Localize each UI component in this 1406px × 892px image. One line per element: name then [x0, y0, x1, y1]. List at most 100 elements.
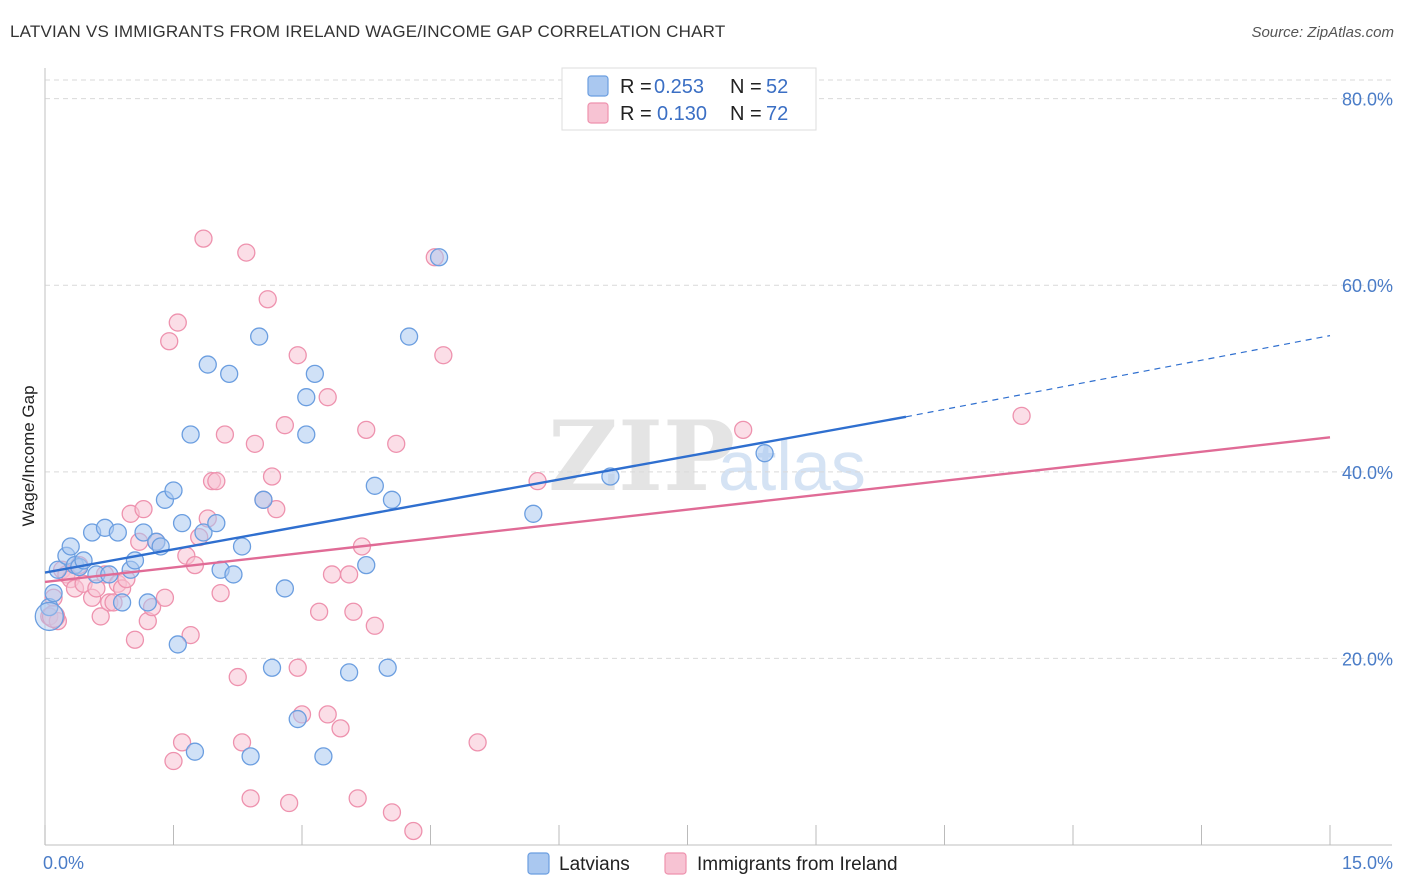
point-latvian	[254, 490, 273, 509]
point-ireland	[232, 733, 252, 752]
y-tick-label: 40.0%	[1342, 463, 1393, 483]
point-ireland	[331, 719, 350, 738]
point-latvian	[207, 513, 226, 533]
point-latvian	[198, 355, 217, 374]
point-latvian	[224, 565, 243, 584]
chart-title: LATVIAN VS IMMIGRANTS FROM IRELAND WAGE/…	[10, 22, 726, 41]
point-ireland	[155, 588, 175, 607]
point-ireland	[262, 467, 282, 486]
bottom-legend-swatch-latvians	[527, 852, 550, 875]
point-latvian	[305, 364, 325, 384]
legend-r-label-latvians: R =	[620, 76, 652, 98]
point-latvian	[181, 425, 200, 444]
point-ireland	[1012, 406, 1031, 426]
legend-n-label-latvians: N =	[730, 76, 762, 98]
y-tick-label: 20.0%	[1342, 649, 1393, 669]
point-latvian	[44, 583, 63, 603]
point-ireland	[309, 602, 329, 621]
point-ireland	[279, 793, 299, 813]
point-ireland	[344, 602, 363, 621]
x-tick-labels: 0.0% 15.0%	[43, 853, 1393, 873]
point-ireland	[228, 667, 247, 687]
y-tick-label: 60.0%	[1342, 276, 1393, 296]
trend-line-latvians-extension	[905, 335, 1331, 418]
y-tick-labels: 20.0% 40.0% 60.0% 80.0%	[1342, 90, 1393, 670]
point-latvian	[164, 481, 183, 500]
point-ireland	[365, 616, 384, 635]
point-latvian	[232, 537, 252, 556]
bottom-legend-label-latvians: Latvians	[559, 854, 630, 875]
point-latvian	[339, 663, 359, 682]
point-ireland	[734, 420, 753, 439]
point-ireland	[404, 821, 423, 841]
bottom-legend-swatch-ireland	[664, 852, 687, 875]
point-latvian	[138, 593, 157, 612]
point-latvian	[378, 658, 397, 677]
point-latvian	[357, 555, 376, 575]
point-latvian	[172, 513, 192, 533]
point-latvian	[112, 593, 132, 612]
point-ireland	[215, 425, 235, 444]
legend-n-label-ireland: N =	[730, 103, 762, 125]
y-tick-label: 80.0%	[1342, 90, 1393, 110]
point-latvian	[220, 364, 239, 384]
point-ireland	[387, 434, 406, 453]
point-ireland	[318, 388, 337, 407]
point-ireland	[241, 789, 260, 808]
point-latvian	[524, 504, 543, 523]
point-latvian	[194, 523, 213, 542]
point-latvian	[134, 523, 153, 542]
point-ireland	[258, 290, 277, 309]
point-latvian	[241, 747, 260, 766]
point-latvian	[108, 523, 127, 542]
trend-line-latvians	[44, 415, 907, 574]
point-latvian	[288, 709, 307, 729]
point-ireland	[288, 346, 307, 365]
watermark-zip: ZIP	[548, 400, 735, 513]
point-latvian	[365, 476, 384, 495]
point-ireland	[348, 789, 367, 808]
legend-n-value-ireland: 72	[766, 103, 788, 125]
point-ireland	[194, 229, 213, 248]
point-latvian	[399, 327, 419, 346]
legend-r-value-latvians: 0.253	[654, 76, 704, 98]
point-ireland	[468, 733, 487, 752]
point-ireland	[237, 243, 256, 262]
point-ireland	[318, 705, 337, 724]
point-ireland	[125, 630, 145, 649]
point-ireland	[160, 332, 179, 351]
point-latvian	[382, 490, 402, 509]
legend-n-value-latvians: 52	[766, 76, 788, 98]
point-latvian	[61, 537, 80, 556]
point-ireland	[322, 565, 342, 584]
point-ireland	[245, 434, 265, 453]
point-ireland	[339, 565, 359, 584]
bottom-legend: Latvians Immigrants from Ireland	[527, 852, 898, 875]
point-latvian	[168, 635, 187, 654]
point-ireland	[267, 499, 286, 519]
point-ireland	[181, 625, 200, 645]
point-ireland	[91, 607, 110, 626]
chart-source: Source: ZipAtlas.com	[1251, 24, 1394, 41]
legend-r-label-ireland: R =	[620, 103, 652, 125]
point-ireland	[288, 658, 307, 677]
gridlines	[45, 79, 1392, 659]
point-ireland	[382, 803, 402, 822]
legend-swatch-latvians	[587, 75, 609, 97]
point-ireland	[211, 583, 230, 603]
watermark-atlas: atlas	[718, 427, 866, 505]
point-ireland	[164, 751, 183, 771]
point-latvian	[755, 444, 774, 463]
point-latvian	[185, 742, 205, 761]
point-latvian-cluster	[34, 601, 64, 632]
top-legend: R = 0.253 N = 52 R = 0.130 N = 72	[561, 67, 817, 131]
x-tick-label: 15.0%	[1342, 853, 1393, 873]
bottom-legend-label-ireland: Immigrants from Ireland	[697, 854, 898, 875]
legend-r-value-ireland: 0.130	[657, 103, 707, 125]
point-ireland	[172, 733, 192, 752]
point-latvian	[262, 658, 282, 677]
point-latvian	[429, 248, 449, 267]
point-ireland	[275, 416, 295, 435]
point-ireland	[357, 420, 376, 439]
